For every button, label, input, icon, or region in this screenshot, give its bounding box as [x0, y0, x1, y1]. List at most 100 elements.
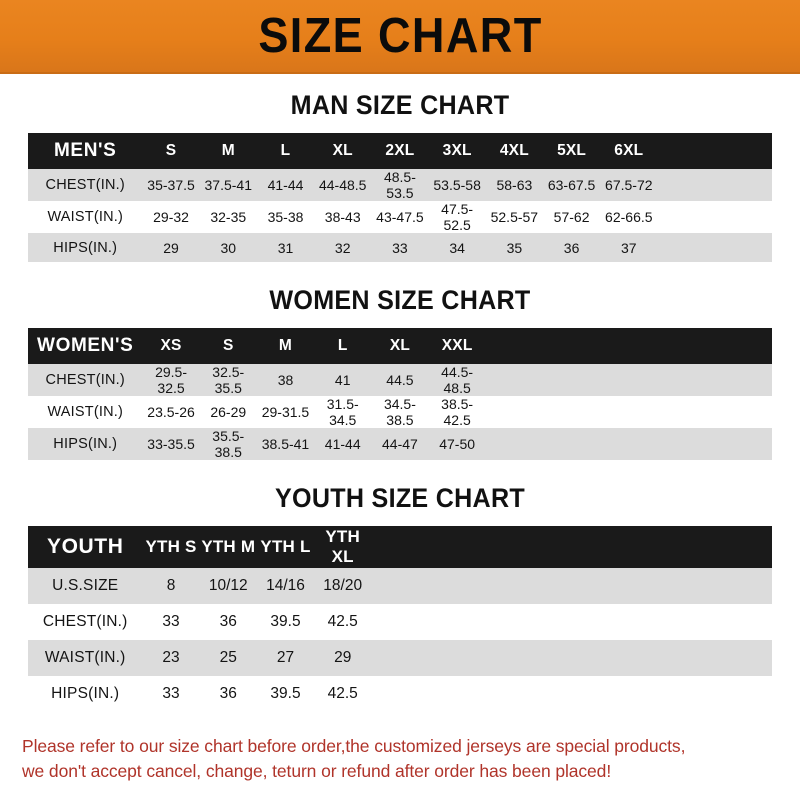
women-column-header-5: XXL — [441, 337, 473, 354]
youth-cell-1-3: 42.5 — [327, 613, 358, 630]
youth-cell-2-2: 27 — [276, 649, 295, 666]
men-cell-2-1: 30 — [220, 239, 237, 256]
youth-cell-1-1: 36 — [219, 613, 237, 630]
table-row: WAIST(IN.) 23 25 27 29 — [28, 640, 772, 676]
women-cell-0-4: 44.5 — [386, 372, 414, 388]
women-table-body: WOMEN'S XS S M L XL XXL CHEST(IN.) 29.5-32.5 32.5… — [28, 328, 772, 460]
size-chart-banner: SIZE CHART — [0, 0, 800, 74]
page-title: SIZE CHART — [257, 8, 543, 63]
table-row: CHEST(IN.) 33 36 39.5 42.5 — [28, 604, 772, 640]
men-section-title: MAN SIZE CHART — [290, 90, 510, 120]
women-column-header-2: M — [278, 337, 293, 354]
men-row-label-2: HIPS(IN.) — [53, 239, 118, 256]
order-policy-note-line-1: Please refer to our size chart before or… — [22, 736, 686, 756]
youth-cell-2-1: 25 — [219, 649, 237, 666]
men-cell-0-4: 48.5-53.5 — [383, 169, 416, 201]
men-size-table: MEN'S S M L XL 2XL 3XL 4XL 5XL 6XL CHEST(IN.) 35-37… — [28, 133, 772, 262]
men-cell-0-6: 58-63 — [496, 177, 533, 193]
men-row-filler-0 — [657, 169, 772, 201]
men-cell-0-3: 44-48.5 — [318, 177, 367, 193]
youth-row-filler-1 — [371, 604, 772, 640]
women-cell-1-0: 23.5-26 — [147, 404, 195, 420]
men-cell-1-7: 57-62 — [553, 209, 590, 225]
women-size-table: WOMEN'S XS S M L XL XXL CHEST(IN.) 29.5-32.5 32.5… — [28, 328, 772, 460]
men-cell-2-7: 36 — [563, 239, 580, 256]
women-cell-0-5: 44.5-48.5 — [441, 364, 474, 396]
youth-row-filler-0 — [371, 568, 772, 604]
women-cell-1-2: 29-31.5 — [261, 404, 310, 420]
women-column-header-3: L — [337, 337, 348, 354]
table-row: U.S.SIZE 8 10/12 14/16 18/20 — [28, 568, 772, 604]
men-header-filler — [657, 133, 772, 169]
men-header-row: MEN'S S M L XL 2XL 3XL 4XL 5XL 6XL — [28, 133, 772, 169]
men-cell-2-8: 37 — [621, 239, 637, 256]
youth-cell-2-3: 29 — [334, 649, 352, 666]
men-cell-0-0: 35-37.5 — [147, 177, 195, 193]
women-cell-1-3: 31.5-34.5 — [326, 396, 359, 428]
youth-cell-1-2: 39.5 — [270, 613, 301, 630]
men-cell-2-3: 32 — [334, 239, 351, 256]
men-row-label-1: WAIST(IN.) — [47, 209, 123, 225]
men-row-filler-1 — [657, 201, 772, 233]
men-cell-0-1: 37.5-41 — [204, 177, 252, 193]
women-section-title: WOMEN SIZE CHART — [269, 285, 531, 315]
table-row: WAIST(IN.) 29-32 32-35 35-38 38-43 43-47.5 47.… — [28, 201, 772, 233]
men-column-header-0: S — [165, 142, 177, 159]
men-column-header-4: 2XL — [385, 142, 415, 159]
men-cell-0-7: 63-67.5 — [547, 177, 596, 193]
men-row-label-0: CHEST(IN.) — [45, 177, 125, 193]
youth-row-label-3: HIPS(IN.) — [51, 685, 120, 702]
youth-cell-1-0: 33 — [162, 613, 180, 630]
men-column-header-6: 4XL — [499, 142, 529, 159]
men-cell-1-8: 62-66.5 — [605, 209, 653, 225]
men-cell-0-5: 53.5-58 — [433, 177, 481, 193]
table-row: CHEST(IN.) 35-37.5 37.5-41 41-44 44-48.5 48.5… — [28, 169, 772, 201]
women-row-label-2: HIPS(IN.) — [53, 436, 118, 452]
youth-header-row: YOUTH YTH S YTH M YTH L YTH XL — [28, 526, 772, 568]
men-column-header-1: M — [221, 142, 235, 159]
women-category-label: WOMEN'S — [37, 335, 134, 356]
women-row-filler-0 — [486, 364, 772, 396]
men-cell-0-8: 67.5-72 — [605, 177, 653, 193]
men-table-body: MEN'S S M L XL 2XL 3XL 4XL 5XL 6XL CHEST(IN.) 35-37… — [28, 133, 772, 262]
table-row: HIPS(IN.) 33-35.5 35.5-38.5 38.5-41 41-44 44-… — [28, 428, 772, 460]
women-row-label-1: WAIST(IN.) — [47, 404, 123, 420]
women-cell-2-0: 33-35.5 — [147, 436, 195, 452]
men-size-section: MAN SIZE CHART MEN'S S M L XL 2XL 3XL 4XL 5XL 6XL… — [0, 90, 800, 262]
youth-row-label-2: WAIST(IN.) — [44, 649, 126, 666]
women-cell-1-5: 38.5-42.5 — [441, 396, 474, 428]
men-column-header-5: 3XL — [442, 142, 472, 159]
women-cell-0-2: 38 — [277, 372, 294, 388]
men-cell-1-5: 47.5-52.5 — [441, 201, 474, 233]
women-cell-1-1: 26-29 — [210, 404, 247, 420]
men-column-header-7: 5XL — [557, 142, 587, 159]
youth-header-filler — [371, 526, 772, 568]
youth-section-title: YOUTH SIZE CHART — [275, 483, 525, 513]
women-cell-1-4: 34.5-38.5 — [383, 396, 416, 428]
men-cell-2-2: 31 — [277, 239, 294, 256]
women-cell-2-5: 47-50 — [439, 436, 476, 452]
table-row: HIPS(IN.) 33 36 39.5 42.5 — [28, 676, 772, 712]
youth-row-filler-3 — [371, 676, 772, 712]
men-cell-2-0: 29 — [163, 239, 179, 256]
women-cell-2-4: 44-47 — [382, 436, 418, 452]
women-cell-0-3: 41 — [334, 372, 351, 388]
women-header-row: WOMEN'S XS S M L XL XXL — [28, 328, 772, 364]
men-row-filler-2 — [657, 233, 772, 262]
women-cell-0-1: 32.5-35.5 — [212, 364, 245, 396]
youth-cell-3-1: 36 — [219, 685, 237, 702]
men-cell-2-5: 34 — [449, 239, 465, 256]
men-cell-1-4: 43-47.5 — [376, 209, 424, 225]
men-cell-1-0: 29-32 — [153, 209, 189, 225]
youth-column-header-2: YTH L — [260, 537, 311, 556]
youth-cell-0-3: 18/20 — [323, 577, 363, 594]
table-row: CHEST(IN.) 29.5-32.5 32.5-35.5 38 41 44.5 44.5… — [28, 364, 772, 396]
men-cell-2-4: 33 — [392, 239, 408, 256]
youth-cell-0-0: 8 — [166, 577, 176, 594]
youth-size-section: YOUTH SIZE CHART YOUTH YTH S YTH M YTH L YTH… — [0, 483, 800, 712]
youth-column-header-1: YTH M — [201, 537, 256, 556]
women-column-header-4: XL — [389, 337, 411, 354]
men-column-header-8: 6XL — [614, 142, 644, 159]
men-cell-1-2: 35-38 — [267, 209, 304, 225]
table-row: WAIST(IN.) 23.5-26 26-29 29-31.5 31.5-34.5 34… — [28, 396, 772, 428]
